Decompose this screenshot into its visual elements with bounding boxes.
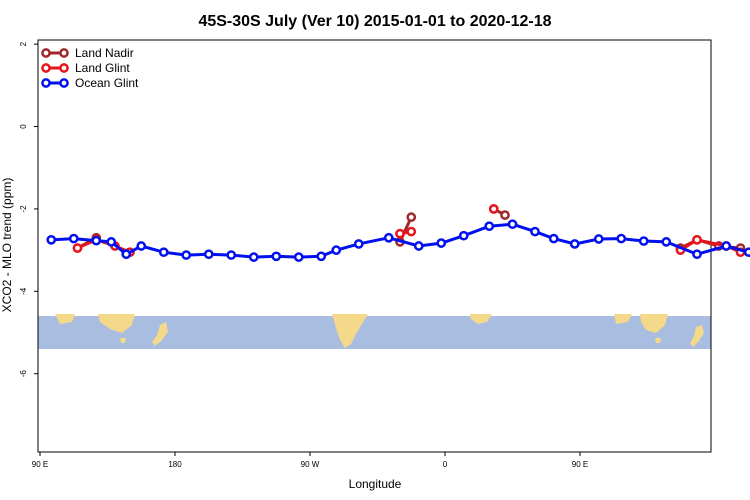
- data-point: [383, 232, 394, 243]
- x-tick-label: 90 W: [301, 460, 320, 469]
- data-point: [158, 247, 169, 258]
- data-point: [226, 250, 237, 260]
- series-layer: [46, 204, 750, 262]
- data-point: [181, 250, 192, 260]
- legend-swatch-point: [41, 48, 51, 58]
- x-axis: 90 E 180 90 W 0 90 E: [32, 452, 588, 469]
- data-point: [248, 252, 259, 262]
- data-point: [500, 210, 510, 220]
- legend-swatch-point: [59, 78, 69, 88]
- data-point: [406, 226, 417, 237]
- y-tick-label: 0: [19, 124, 28, 129]
- land-new-zealand: [152, 322, 168, 346]
- map-strip: [38, 314, 711, 349]
- legend-item: Land Nadir: [41, 46, 134, 60]
- series-ocean-glint: [46, 219, 750, 262]
- data-point: [331, 245, 342, 255]
- x-tick-label: 90 E: [32, 460, 48, 469]
- map-ocean: [38, 316, 711, 349]
- data-point: [106, 237, 117, 247]
- land-africa: [470, 314, 492, 324]
- x-tick-label: 180: [168, 460, 182, 469]
- legend-label: Land Nadir: [75, 46, 134, 60]
- data-point: [436, 238, 447, 248]
- legend-swatch-point: [41, 78, 51, 88]
- land-australia-repeat-east: [640, 314, 668, 333]
- y-tick-label: 2: [19, 41, 28, 46]
- data-point: [721, 241, 732, 251]
- data-point: [293, 252, 304, 262]
- data-point: [353, 239, 364, 249]
- data-point: [136, 241, 147, 251]
- data-point: [72, 243, 83, 253]
- y-tick-label: -2: [19, 205, 28, 213]
- data-point: [68, 233, 79, 244]
- x-axis-label: Longitude: [349, 477, 402, 491]
- legend-item: Land Glint: [41, 61, 130, 75]
- legend-label: Ocean Glint: [75, 76, 139, 90]
- data-point: [484, 221, 495, 232]
- y-axis: 2 0 -2 -4 -6: [19, 41, 38, 377]
- data-point: [743, 247, 750, 258]
- data-point: [638, 236, 649, 246]
- data-point: [203, 249, 214, 260]
- data-point: [548, 233, 559, 244]
- legend-swatch-point: [59, 48, 69, 58]
- land-australia-east: [98, 314, 135, 333]
- data-point: [692, 249, 702, 260]
- data-point: [661, 237, 672, 247]
- land-tasmania: [120, 338, 126, 343]
- data-point: [316, 251, 327, 262]
- land-australia-west: [55, 314, 75, 324]
- data-point: [395, 228, 405, 239]
- legend-item: Ocean Glint: [41, 76, 139, 90]
- chart-title: 45S-30S July (Ver 10) 2015-01-01 to 2020…: [198, 13, 551, 30]
- data-point: [569, 239, 580, 249]
- plot-frame: [37, 39, 712, 453]
- land-tasmania-repeat: [655, 338, 661, 343]
- data-point: [530, 226, 540, 237]
- land-south-america: [332, 314, 368, 348]
- data-point: [488, 204, 499, 214]
- data-point: [271, 251, 282, 262]
- data-point: [46, 234, 57, 245]
- data-point: [406, 212, 417, 223]
- land-australia-repeat-west: [614, 314, 632, 324]
- data-point: [413, 241, 424, 251]
- legend-swatch-point: [59, 63, 69, 73]
- y-axis-label: XCO2 - MLO trend (ppm): [0, 178, 14, 313]
- land-new-zealand-repeat: [690, 325, 704, 347]
- data-point: [507, 219, 518, 230]
- legend-label: Land Glint: [75, 61, 130, 75]
- x-tick-label: 0: [443, 460, 448, 469]
- data-point: [692, 234, 702, 245]
- data-point: [593, 234, 604, 244]
- x-tick-label: 90 E: [572, 460, 588, 469]
- data-point: [91, 235, 102, 246]
- map-land: [55, 314, 704, 348]
- y-tick-label: -4: [19, 287, 28, 295]
- data-point: [121, 249, 132, 260]
- y-tick-label: -6: [19, 370, 28, 378]
- data-point: [616, 233, 627, 244]
- data-point: [458, 230, 469, 241]
- legend-swatch-point: [41, 63, 51, 73]
